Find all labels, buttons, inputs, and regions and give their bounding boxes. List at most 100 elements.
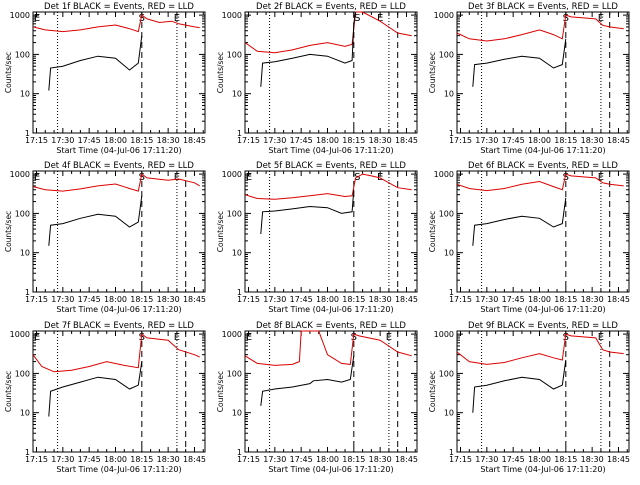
detector-panel-6: Det 6f BLACK = Events, RED = LLD 1 10 100 10… (428, 161, 630, 314)
lld-series-line (32, 173, 200, 192)
events-series-line (48, 195, 143, 246)
x-tick-label: 17:30 (51, 455, 74, 464)
x-tick-label: 18:45 (607, 455, 630, 464)
x-tick-label: 18:15 (130, 295, 153, 304)
y-tick-label: 1000 (222, 170, 242, 179)
y-tick-label: 10 (20, 409, 30, 418)
start-marker-label: S (563, 13, 569, 24)
events-series-line (48, 35, 143, 91)
left-end-marker-label: E (246, 172, 252, 183)
end-marker-label: E (598, 13, 604, 24)
y-tick-label: 10 (232, 90, 242, 99)
end-marker-label: E (377, 13, 383, 24)
x-tick-label: 17:30 (475, 455, 498, 464)
x-tick-label: 17:15 (25, 455, 48, 464)
events-series-line (472, 38, 567, 87)
x-tick-label: 17:45 (502, 455, 525, 464)
x-tick-label: 18:00 (528, 136, 551, 145)
x-tick-label: 17:45 (78, 295, 101, 304)
start-marker-label: S (563, 172, 569, 183)
y-tick-label: 100 (227, 209, 242, 218)
detector-panel-9: Det 9f BLACK = Events, RED = LLD 1 10 100 10… (428, 321, 630, 474)
detector-panel-5: Det 5f BLACK = Events, RED = LLD 1 10 100 10… (216, 161, 418, 314)
y-tick-label: 1 (25, 288, 30, 297)
end-marker-label: E (174, 13, 180, 24)
x-tick-label: 17:15 (25, 295, 48, 304)
y-tick-label: 100 (15, 209, 30, 218)
x-tick-label: 17:15 (449, 455, 472, 464)
panel-title: Det 4f BLACK = Events, RED = LLD (44, 161, 194, 171)
x-tick-label: 18:45 (395, 295, 418, 304)
start-marker-label: S (139, 13, 145, 24)
y-tick-label: 100 (439, 50, 454, 59)
detector-panel-2: Det 2f BLACK = Events, RED = LLD 1 10 100 10… (216, 2, 418, 155)
x-tick-label: 17:30 (475, 136, 498, 145)
x-tick-label: 17:30 (263, 136, 286, 145)
x-tick-label: 17:45 (78, 136, 101, 145)
x-tick-label: 18:15 (342, 455, 365, 464)
y-tick-label: 1 (449, 129, 454, 138)
left-end-marker-label: E (34, 172, 40, 183)
events-series-line (48, 361, 143, 417)
y-tick-label: 1 (237, 129, 242, 138)
x-tick-label: 18:00 (316, 136, 339, 145)
x-tick-label: 17:15 (237, 295, 260, 304)
x-axis-label: Start Time (04-Jul-06 17:11:20) (268, 305, 393, 314)
x-tick-label: 18:30 (369, 455, 392, 464)
x-tick-label: 17:15 (449, 136, 472, 145)
detector-panel-8: Det 8f BLACK = Events, RED = LLD 1 10 100 10… (216, 321, 418, 474)
panel-title: Det 8f BLACK = Events, RED = LLD (256, 321, 406, 331)
y-tick-label: 1000 (222, 330, 242, 339)
y-tick-label: 10 (232, 249, 242, 258)
x-tick-label: 18:15 (130, 136, 153, 145)
x-tick-label: 18:30 (157, 295, 180, 304)
y-tick-label: 100 (15, 50, 30, 59)
y-tick-label: 1 (449, 288, 454, 297)
y-axis-label: Counts/sec (428, 211, 437, 252)
x-tick-label: 17:30 (263, 295, 286, 304)
plot-frame (456, 330, 630, 453)
x-tick-label: 18:00 (316, 295, 339, 304)
detector-panel-1: Det 1f BLACK = Events, RED = LLD 1 10 100 10… (4, 2, 206, 155)
x-tick-label: 17:15 (237, 136, 260, 145)
x-tick-label: 17:45 (502, 136, 525, 145)
start-marker-label: S (139, 172, 145, 183)
x-tick-label: 18:30 (157, 455, 180, 464)
y-tick-label: 10 (20, 249, 30, 258)
x-tick-label: 18:45 (607, 295, 630, 304)
panel-title: Det 1f BLACK = Events, RED = LLD (44, 2, 194, 12)
x-tick-label: 18:15 (342, 136, 365, 145)
lld-series-line (456, 173, 624, 192)
events-series-line (260, 355, 355, 406)
y-tick-label: 1000 (434, 11, 454, 20)
events-series-line (260, 189, 355, 235)
end-marker-label: E (174, 332, 180, 343)
lld-series-line (244, 173, 412, 200)
x-tick-label: 18:00 (104, 136, 127, 145)
panel-title: Det 6f BLACK = Events, RED = LLD (468, 161, 618, 171)
lld-series-line (456, 333, 624, 365)
x-axis-label: Start Time (04-Jul-06 17:11:20) (56, 146, 181, 155)
x-tick-label: 17:45 (502, 295, 525, 304)
x-tick-label: 18:15 (554, 455, 577, 464)
y-tick-label: 1000 (10, 330, 30, 339)
y-tick-label: 100 (439, 369, 454, 378)
x-tick-label: 18:15 (554, 136, 577, 145)
x-tick-label: 18:30 (581, 295, 604, 304)
x-axis-label: Start Time (04-Jul-06 17:11:20) (268, 146, 393, 155)
y-axis-label: Counts/sec (216, 52, 225, 93)
x-tick-label: 18:00 (316, 455, 339, 464)
detector-panel-7: Det 7f BLACK = Events, RED = LLD 1 10 100 10… (4, 321, 206, 474)
x-axis-label: Start Time (04-Jul-06 17:11:20) (56, 305, 181, 314)
x-tick-label: 17:45 (290, 136, 313, 145)
y-tick-label: 100 (227, 369, 242, 378)
panel-title: Det 2f BLACK = Events, RED = LLD (256, 2, 406, 12)
x-axis-label: Start Time (04-Jul-06 17:11:20) (268, 465, 393, 474)
x-tick-label: 17:45 (78, 455, 101, 464)
x-tick-label: 18:30 (581, 136, 604, 145)
y-tick-label: 1 (237, 448, 242, 457)
x-tick-label: 18:15 (130, 455, 153, 464)
y-axis-label: Counts/sec (216, 371, 225, 412)
